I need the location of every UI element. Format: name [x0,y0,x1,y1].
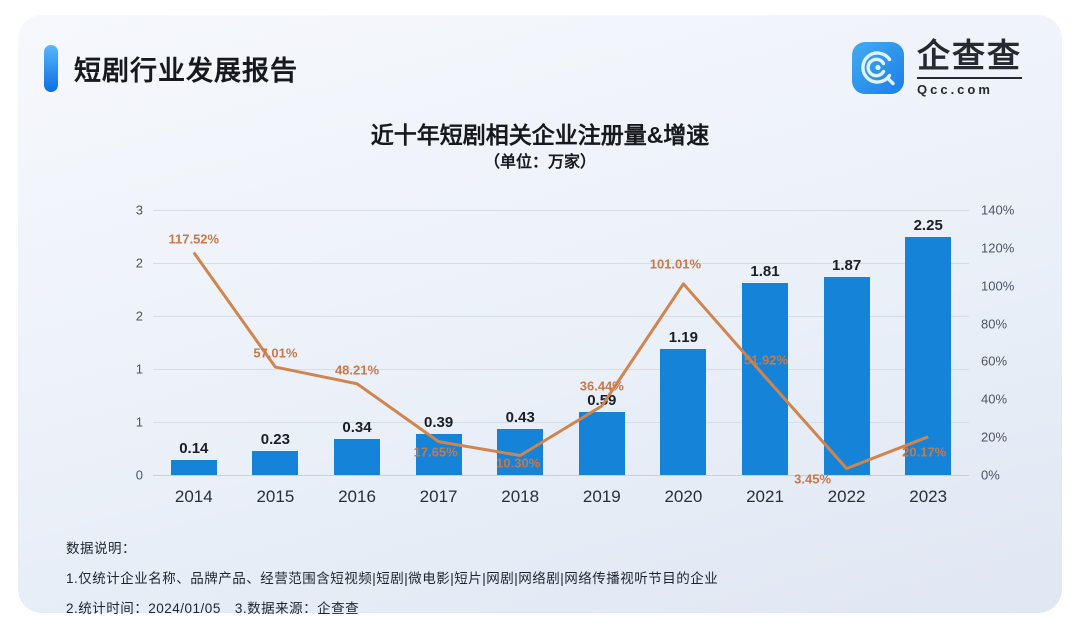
growth-line [192,251,929,470]
chart-subtitle: （单位：万家） [483,154,596,171]
right-axis-tick: 140% [981,202,1015,218]
bar-value-label: 0.14 [179,440,209,458]
right-axis-tick: 80% [981,316,1008,332]
grid-line [153,369,969,370]
x-axis-label: 2017 [419,487,458,506]
plot-area: 0 1 1 2 2 3 0% 20% 40% 60% 80% 100% 120% 140% 0.14 2014… [136,203,1014,507]
left-axis-tick: 0 [135,467,143,483]
bar-value-label: 1.81 [750,263,780,281]
grid-line [153,422,969,423]
right-axis-tick: 60% [981,353,1008,369]
note-scope: 1.仅统计企业名称、品牌产品、经营范围含短视频|短剧|微电影|短片|网剧|网络剧… [66,571,719,586]
x-axis-label: 2015 [256,487,295,506]
left-axis-tick: 2 [135,308,143,324]
x-axis-label: 2018 [501,487,540,506]
qcc-logo: 企查查 Qcc.com [851,38,1022,97]
x-axis-label: 2022 [827,487,866,506]
bar-value-label: 0.34 [342,418,372,436]
growth-value-label: 117.52% [168,231,220,247]
left-axis-tick: 1 [135,414,143,430]
bar [252,450,299,475]
bar [905,236,952,475]
bar [742,283,788,475]
grid-line [153,263,969,264]
x-axis-label: 2019 [582,487,621,506]
left-axis-tick: 2 [135,255,143,271]
growth-value-label: 51.92% [743,352,789,368]
qcc-logo-domain: Qcc.com [917,81,993,97]
growth-value-label: 17.65% [413,444,458,460]
x-axis-label: 2014 [174,487,213,506]
left-axis-tick: 3 [135,202,143,218]
notes-heading: 数据说明： [66,541,136,556]
right-axis-tick: 100% [981,278,1015,294]
bar [170,460,217,475]
bar-value-label: 0.23 [260,430,290,448]
growth-value-label: 48.21% [334,362,380,378]
bar [823,276,870,475]
growth-value-label: 10.30% [496,455,541,470]
x-axis-label: 2023 [909,487,948,506]
bar-value-label: 1.19 [668,328,698,346]
qcc-logo-text: 企查查 Qcc.com [917,38,1022,97]
bar [334,438,380,475]
report-card: 短剧行业发展报告 企查查 Qcc.com [18,15,1062,616]
grid-line [153,210,969,211]
report-title: 短剧行业发展报告 [74,56,298,86]
chart-title: 近十年短剧相关企业注册量&增速 [370,122,710,148]
grid-line [153,316,969,317]
bar [578,412,625,475]
grid-line [153,475,969,476]
bar-value-label: 0.39 [423,413,454,431]
qcc-logo-icon [852,41,904,94]
bar-value-label: 2.25 [913,216,943,234]
bar-value-label: 0.43 [505,409,535,427]
note-date-source: 2.统计时间：2024/01/05 3.数据来源：企查查 [66,601,360,616]
x-axis-label: 2020 [664,487,703,506]
left-axis-tick: 1 [135,361,143,377]
right-axis-tick: 0% [981,467,1000,483]
report-header: 短剧行业发展报告 [44,45,298,92]
right-axis-tick: 20% [981,429,1008,445]
data-notes: 数据说明： 1.仅统计企业名称、品牌产品、经营范围含短视频|短剧|微电影|短片|… [66,537,718,627]
growth-value-label: 20.17% [902,444,947,460]
growth-line-chart [192,251,929,470]
right-axis-tick: 120% [981,240,1015,256]
accent-bar [44,45,58,92]
growth-value-label: 3.45% [794,471,832,487]
growth-value-label: 57.01% [253,345,298,361]
right-axis-tick: 40% [981,391,1008,407]
bar [660,348,707,475]
x-axis-label: 2016 [338,487,376,506]
bar-value-label: 1.87 [831,256,862,274]
x-axis-label: 2021 [746,487,784,506]
growth-value-label: 36.44% [579,378,624,394]
qcc-logo-name: 企查查 [917,38,1022,79]
growth-value-label: 101.01% [649,256,702,272]
